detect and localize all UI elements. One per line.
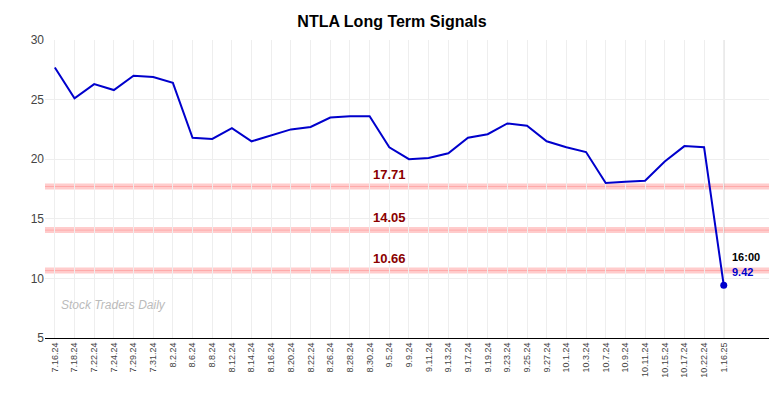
svg-text:10.9.24: 10.9.24 bbox=[620, 343, 630, 373]
svg-text:7.16.24: 7.16.24 bbox=[50, 343, 60, 373]
svg-text:8.30.24: 8.30.24 bbox=[365, 343, 375, 373]
svg-text:9.23.24: 9.23.24 bbox=[502, 343, 512, 373]
svg-text:7.29.24: 7.29.24 bbox=[128, 343, 138, 373]
svg-text:NTLA Long Term Signals: NTLA Long Term Signals bbox=[297, 13, 486, 30]
svg-text:25: 25 bbox=[31, 93, 45, 107]
svg-text:10.66: 10.66 bbox=[373, 251, 406, 266]
svg-text:8.2.24: 8.2.24 bbox=[168, 343, 178, 368]
svg-text:10.15.24: 10.15.24 bbox=[660, 343, 670, 378]
svg-text:9.25.24: 9.25.24 bbox=[522, 343, 532, 373]
svg-text:8.8.24: 8.8.24 bbox=[207, 343, 217, 368]
svg-text:10: 10 bbox=[31, 272, 45, 286]
svg-text:9.9.24: 9.9.24 bbox=[404, 343, 414, 368]
svg-text:8.22.24: 8.22.24 bbox=[306, 343, 316, 373]
svg-text:9.27.24: 9.27.24 bbox=[542, 343, 552, 373]
svg-text:5: 5 bbox=[37, 331, 44, 345]
svg-text:10.7.24: 10.7.24 bbox=[601, 343, 611, 373]
svg-text:8.12.24: 8.12.24 bbox=[227, 343, 237, 373]
svg-text:9.42: 9.42 bbox=[732, 266, 753, 278]
svg-text:7.31.24: 7.31.24 bbox=[148, 343, 158, 373]
svg-text:8.6.24: 8.6.24 bbox=[187, 343, 197, 368]
svg-text:7.24.24: 7.24.24 bbox=[109, 343, 119, 373]
svg-text:20: 20 bbox=[31, 152, 45, 166]
svg-text:9.11.24: 9.11.24 bbox=[424, 343, 434, 372]
svg-text:8.16.24: 8.16.24 bbox=[266, 343, 276, 373]
svg-text:17.71: 17.71 bbox=[373, 167, 406, 182]
svg-text:30: 30 bbox=[31, 33, 45, 47]
svg-text:15: 15 bbox=[31, 212, 45, 226]
svg-text:9.13.24: 9.13.24 bbox=[443, 343, 453, 373]
svg-text:7.22.24: 7.22.24 bbox=[89, 343, 99, 373]
svg-text:8.28.24: 8.28.24 bbox=[345, 343, 355, 373]
svg-text:10.3.24: 10.3.24 bbox=[581, 343, 591, 373]
svg-text:10.1.24: 10.1.24 bbox=[561, 343, 571, 373]
svg-text:10.11.24: 10.11.24 bbox=[640, 343, 650, 377]
svg-text:7.18.24: 7.18.24 bbox=[69, 343, 79, 373]
svg-text:1.16.25: 1.16.25 bbox=[719, 343, 729, 373]
svg-text:9.19.24: 9.19.24 bbox=[483, 343, 493, 373]
svg-text:10.22.24: 10.22.24 bbox=[699, 343, 709, 378]
svg-text:9.17.24: 9.17.24 bbox=[463, 343, 473, 373]
svg-text:10.17.24: 10.17.24 bbox=[679, 343, 689, 378]
svg-text:14.05: 14.05 bbox=[373, 210, 406, 225]
svg-text:8.14.24: 8.14.24 bbox=[247, 343, 257, 373]
svg-text:9.5.24: 9.5.24 bbox=[384, 343, 394, 368]
svg-text:16:00: 16:00 bbox=[732, 251, 760, 263]
svg-text:8.26.24: 8.26.24 bbox=[325, 343, 335, 373]
svg-text:8.20.24: 8.20.24 bbox=[286, 343, 296, 373]
svg-text:Stock Traders Daily: Stock Traders Daily bbox=[61, 298, 166, 312]
